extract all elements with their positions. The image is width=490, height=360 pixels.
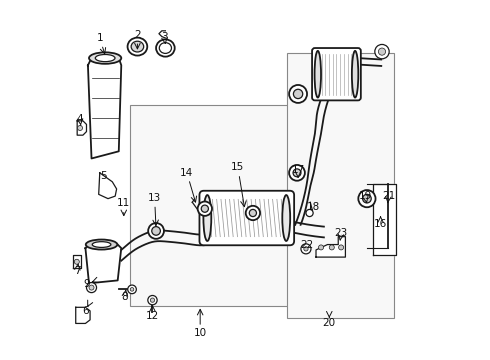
Ellipse shape <box>315 51 321 98</box>
Circle shape <box>358 190 375 207</box>
Text: 6: 6 <box>82 306 89 316</box>
Circle shape <box>197 202 212 216</box>
Circle shape <box>148 296 157 305</box>
Text: 11: 11 <box>117 198 130 208</box>
Circle shape <box>293 169 301 177</box>
Text: 8: 8 <box>122 292 128 302</box>
Polygon shape <box>77 121 87 135</box>
Text: 1: 1 <box>97 33 103 43</box>
Circle shape <box>318 245 323 250</box>
Text: 23: 23 <box>335 228 348 238</box>
Polygon shape <box>373 184 395 255</box>
Circle shape <box>152 226 160 235</box>
Text: 12: 12 <box>146 311 159 321</box>
Ellipse shape <box>86 239 117 249</box>
Ellipse shape <box>156 40 175 57</box>
Text: 16: 16 <box>374 219 387 229</box>
Ellipse shape <box>352 51 358 98</box>
Circle shape <box>245 206 260 220</box>
Polygon shape <box>88 58 122 158</box>
Ellipse shape <box>95 54 115 62</box>
FancyBboxPatch shape <box>312 48 361 100</box>
Ellipse shape <box>282 195 290 241</box>
Text: 15: 15 <box>231 162 245 172</box>
Ellipse shape <box>89 52 122 64</box>
Circle shape <box>363 194 371 203</box>
Bar <box>129 105 326 306</box>
Circle shape <box>289 85 307 103</box>
Circle shape <box>294 89 303 99</box>
Text: 5: 5 <box>100 171 107 181</box>
Circle shape <box>201 205 208 212</box>
Text: 20: 20 <box>323 319 336 328</box>
Text: 3: 3 <box>161 32 168 41</box>
Circle shape <box>89 285 94 290</box>
Circle shape <box>378 48 386 55</box>
Polygon shape <box>76 307 90 323</box>
Text: 21: 21 <box>382 191 395 201</box>
Circle shape <box>289 165 305 181</box>
Text: 18: 18 <box>307 202 320 212</box>
Text: 17: 17 <box>292 165 305 175</box>
Circle shape <box>375 44 389 59</box>
Circle shape <box>87 283 97 293</box>
Text: 9: 9 <box>83 279 90 289</box>
Text: 4: 4 <box>77 114 83 124</box>
Ellipse shape <box>127 38 147 55</box>
FancyBboxPatch shape <box>199 191 294 245</box>
Bar <box>287 53 394 318</box>
Circle shape <box>150 298 155 302</box>
Circle shape <box>306 210 313 217</box>
Circle shape <box>128 285 136 294</box>
Circle shape <box>304 247 308 251</box>
Polygon shape <box>316 237 345 257</box>
Ellipse shape <box>203 195 211 241</box>
Text: 2: 2 <box>134 30 141 40</box>
Circle shape <box>329 245 334 250</box>
Polygon shape <box>85 244 122 283</box>
Text: 13: 13 <box>148 193 161 203</box>
Ellipse shape <box>131 41 144 52</box>
Text: 19: 19 <box>359 191 372 201</box>
Circle shape <box>77 126 82 131</box>
Polygon shape <box>98 173 117 199</box>
Text: 22: 22 <box>300 240 313 250</box>
Circle shape <box>249 210 256 217</box>
Ellipse shape <box>159 42 171 53</box>
Circle shape <box>148 223 164 239</box>
Polygon shape <box>73 255 81 268</box>
Ellipse shape <box>92 242 111 247</box>
Text: 14: 14 <box>180 168 194 178</box>
Circle shape <box>301 244 311 254</box>
Circle shape <box>339 245 343 250</box>
Text: 10: 10 <box>194 328 207 338</box>
Circle shape <box>74 259 79 264</box>
Circle shape <box>130 288 134 291</box>
Text: 7: 7 <box>74 266 80 276</box>
